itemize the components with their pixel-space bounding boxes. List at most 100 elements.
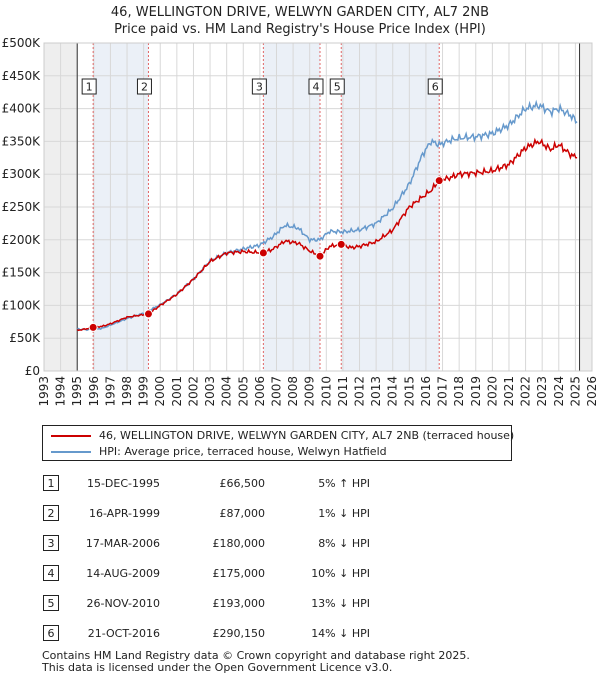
x-tick-label: 1993 [37, 376, 51, 407]
sale-point-2 [143, 309, 153, 319]
sale-point-3 [258, 248, 268, 258]
x-tick-label: 2016 [419, 376, 433, 407]
plot-border [43, 42, 593, 372]
x-tick-label: 1994 [54, 376, 68, 407]
sale-point-1 [88, 322, 98, 332]
sale-box-4 [308, 78, 324, 95]
y-tick-label: £500K [2, 36, 42, 50]
sale-price: £175,000 [212, 567, 266, 580]
legend-item-hpi: HPI: Average price, terraced house, Welw… [51, 444, 387, 460]
x-tick-label: 1999 [137, 376, 151, 407]
sale-box-label-2: 2 [141, 81, 148, 94]
sale-hpi-diff: 8% ↓ HPI [318, 537, 370, 550]
sale-box-label-3: 3 [256, 81, 263, 94]
x-tick-label: 2022 [519, 376, 533, 407]
sale-price: £66,500 [219, 477, 266, 490]
x-tick-label: 2010 [319, 376, 333, 407]
x-tick-label: 2014 [386, 376, 400, 407]
legend-swatch-property [51, 435, 91, 437]
x-tick-label: 2019 [469, 376, 483, 407]
price-chart: £0 £50K £100K £150K £200K £250K £300K £350K £400… [2, 36, 599, 407]
x-tick-label: 2013 [369, 376, 383, 407]
y-tick-label: £350K [2, 134, 42, 148]
legend-item-property: 46, WELLINGTON DRIVE, WELWYN GARDEN CITY… [51, 428, 514, 444]
sale-point-5 [336, 239, 346, 249]
sale-number: 1 [43, 475, 59, 491]
x-tick-label: 2008 [286, 376, 300, 407]
sale-hpi-diff: 10% ↓ HPI [311, 567, 370, 580]
footer-line-2: This data is licensed under the Open Gov… [42, 661, 393, 674]
x-tick-label: 2000 [153, 376, 167, 407]
footer: Contains HM Land Registry data © Crown c… [42, 650, 470, 674]
sale-hpi-diff: 14% ↓ HPI [311, 627, 370, 640]
legend-swatch-hpi [51, 451, 91, 453]
x-tick-label: 2018 [452, 376, 466, 407]
sale-hpi-diff: 1% ↓ HPI [318, 507, 370, 520]
y-tick-label: £450K [2, 69, 42, 83]
y-tick-label: £400K [2, 102, 42, 116]
y-tick-label: £250K [2, 200, 42, 214]
x-tick-label: 2009 [303, 376, 317, 407]
sale-hpi-diff: 5% ↑ HPI [318, 477, 370, 490]
x-tick-label: 2007 [269, 376, 283, 407]
legend-label-hpi: HPI: Average price, terraced house, Welw… [99, 445, 387, 458]
table-row: 6 21-OCT-2016 £290,150 14% ↓ HPI [0, 624, 600, 644]
x-tick-label: 2002 [186, 376, 200, 407]
x-tick-label: 2017 [436, 376, 450, 407]
sale-number: 5 [43, 595, 59, 611]
x-tick-label: 2006 [253, 376, 267, 407]
sale-box-label-1: 1 [86, 81, 93, 94]
sale-date: 16-APR-1999 [88, 507, 160, 520]
sale-box-3 [251, 78, 267, 95]
x-tick-label: 2025 [568, 376, 582, 407]
legend: 46, WELLINGTON DRIVE, WELWYN GARDEN CITY… [42, 425, 514, 461]
sale-number: 3 [43, 535, 59, 551]
table-row: 4 14-AUG-2009 £175,000 10% ↓ HPI [0, 564, 600, 584]
y-tick-label: £0 [25, 364, 40, 378]
sale-number: 6 [43, 625, 59, 641]
sale-box-5 [329, 78, 345, 95]
series-line-property [76, 137, 578, 332]
table-row: 2 16-APR-1999 £87,000 1% ↓ HPI [0, 504, 600, 524]
sale-box-1 [81, 78, 97, 95]
sale-price: £87,000 [219, 507, 266, 520]
sale-box-label-5: 5 [334, 81, 341, 94]
y-tick-label: £50K [9, 331, 41, 345]
legend-label-property: 46, WELLINGTON DRIVE, WELWYN GARDEN CITY… [99, 429, 515, 442]
x-tick-label: 2021 [502, 376, 516, 407]
x-tick-label: 2024 [552, 376, 566, 407]
sale-date: 21-OCT-2016 [87, 627, 160, 640]
x-tick-label: 2011 [336, 376, 350, 407]
sale-box-6 [427, 78, 443, 95]
sale-box-label-4: 4 [312, 81, 319, 94]
x-tick-label: 2004 [220, 376, 234, 407]
x-tick-label: 2026 [585, 376, 599, 407]
footer-line-1: Contains HM Land Registry data © Crown c… [42, 649, 470, 662]
sale-price: £193,000 [212, 597, 266, 610]
x-tick-label: 2001 [170, 376, 184, 407]
table-row: 3 17-MAR-2006 £180,000 8% ↓ HPI [0, 534, 600, 554]
x-tick-label: 1997 [103, 376, 117, 407]
sale-box-label-6: 6 [432, 81, 439, 94]
table-row: 1 15-DEC-1995 £66,500 5% ↑ HPI [0, 474, 600, 494]
x-tick-label: 1996 [87, 376, 101, 407]
y-tick-label: £100K [2, 298, 42, 312]
x-tick-label: 2005 [236, 376, 250, 407]
sale-number: 2 [43, 505, 59, 521]
sale-date: 14-AUG-2009 [86, 567, 160, 580]
y-tick-label: £150K [2, 266, 42, 280]
y-tick-label: £200K [2, 233, 42, 247]
x-tick-label: 2003 [203, 376, 217, 407]
table-row: 5 26-NOV-2010 £193,000 13% ↓ HPI [0, 594, 600, 614]
x-tick-label: 2023 [535, 376, 549, 407]
sale-price: £290,150 [212, 627, 266, 640]
sale-point-6 [434, 176, 444, 186]
x-tick-label: 2015 [402, 376, 416, 407]
sale-date: 15-DEC-1995 [86, 477, 160, 490]
sale-date: 26-NOV-2010 [86, 597, 160, 610]
sale-box-2 [136, 78, 152, 95]
sale-hpi-diff: 13% ↓ HPI [311, 597, 370, 610]
title-line-2: Price paid vs. HM Land Registry's House … [114, 22, 486, 37]
sale-number: 4 [43, 565, 59, 581]
sale-date: 17-MAR-2006 [85, 537, 160, 550]
